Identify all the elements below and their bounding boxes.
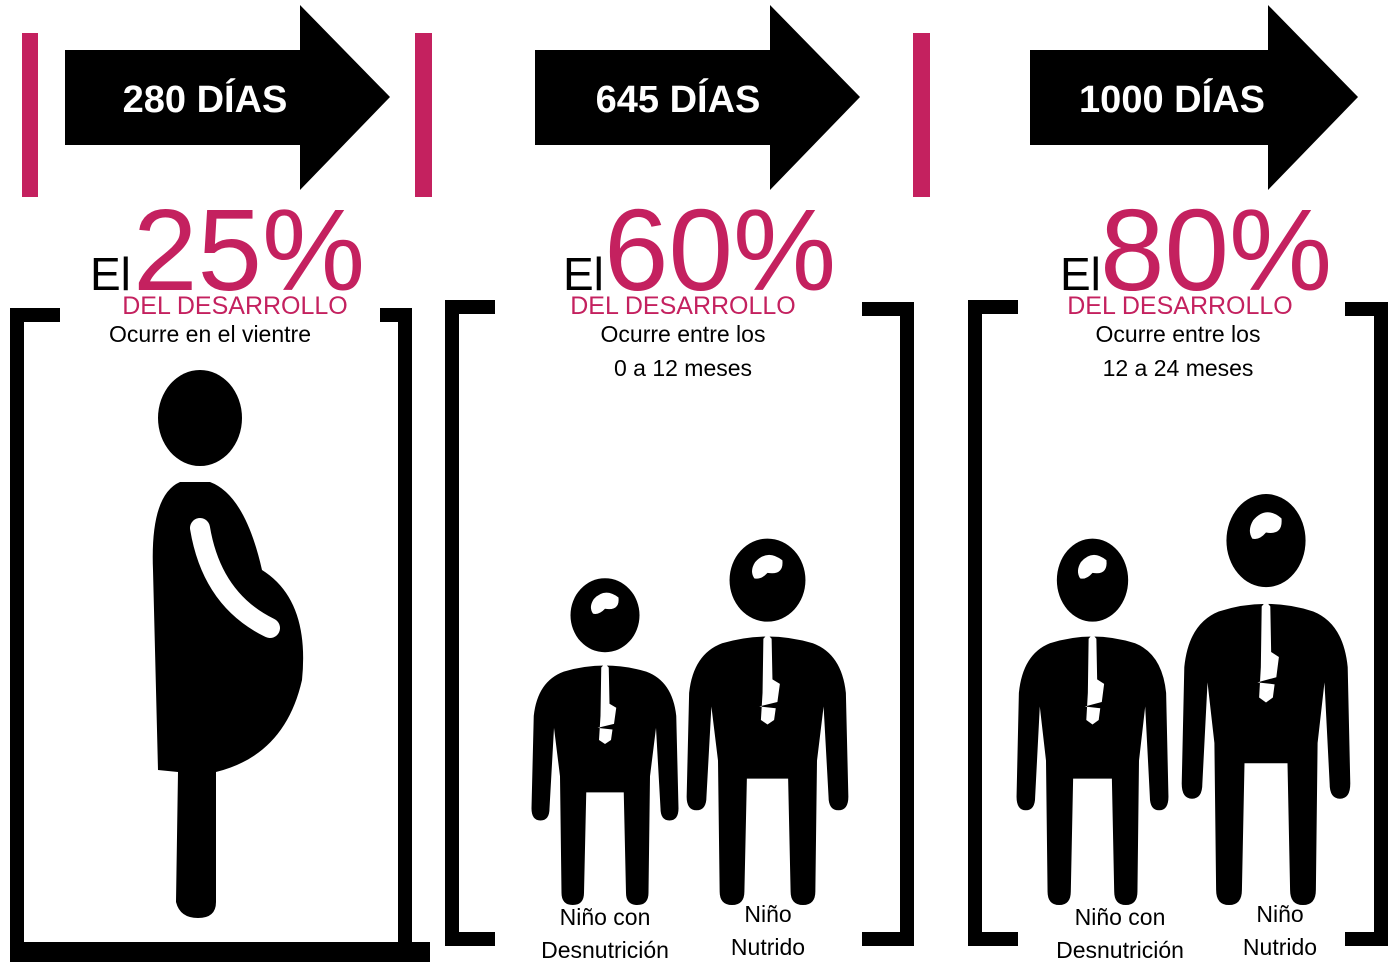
figure-label: Desnutrición — [1056, 937, 1184, 963]
figure-label: Nutrido — [1243, 934, 1317, 960]
description: 12 a 24 meses — [1103, 355, 1254, 381]
bracket-right — [1345, 302, 1388, 946]
percent: 80% — [1100, 185, 1332, 315]
figure-label: Niño con — [1075, 904, 1166, 930]
description: Ocurre entre los — [601, 321, 766, 347]
subtitle: DEL DESARROLLO — [570, 292, 796, 320]
bracket-right — [862, 302, 914, 946]
figure-label: Niño — [1256, 901, 1303, 927]
accent-bar — [415, 33, 432, 197]
bracket-left — [445, 300, 495, 946]
description: Ocurre en el vientre — [109, 321, 311, 347]
panel-3: 1000 DÍAS El 80% DEL DESARROLLO Ocurre e… — [913, 5, 1388, 963]
prefix: El — [1060, 248, 1101, 300]
figure-label: Niño — [744, 901, 791, 927]
arrow-label: 280 DÍAS — [123, 77, 288, 121]
subtitle: DEL DESARROLLO — [1067, 292, 1293, 320]
arrow-label: 1000 DÍAS — [1079, 77, 1265, 121]
subtitle: DEL DESARROLLO — [122, 292, 348, 320]
arrow — [535, 5, 860, 190]
prefix: El — [563, 248, 604, 300]
child-icon — [686, 538, 849, 905]
figure-label: Desnutrición — [541, 937, 669, 963]
pregnant-icon — [152, 370, 304, 918]
description: 0 a 12 meses — [614, 355, 752, 381]
accent-bar — [22, 33, 38, 197]
accent-bar — [913, 33, 930, 197]
description: Ocurre entre los — [1096, 321, 1261, 347]
arrow — [65, 5, 390, 190]
figure-label: Niño con — [560, 904, 651, 930]
prefix: El — [90, 248, 131, 300]
child-icon — [531, 578, 679, 905]
arrow — [1030, 5, 1358, 190]
bracket-left — [968, 300, 1018, 946]
percent: 25% — [133, 185, 365, 315]
panel-1: 280 DÍAS El 25% DEL DESARROLLO Ocurre en… — [10, 5, 430, 962]
arrow-label: 645 DÍAS — [596, 77, 761, 121]
child-icon — [1016, 538, 1169, 905]
bracket-right — [380, 308, 412, 942]
panel-2: 645 DÍAS El 60% DEL DESARROLLO Ocurre en… — [415, 5, 914, 963]
figure-label: Nutrido — [731, 934, 805, 960]
child-icon — [1181, 494, 1351, 905]
percent: 60% — [604, 185, 836, 315]
